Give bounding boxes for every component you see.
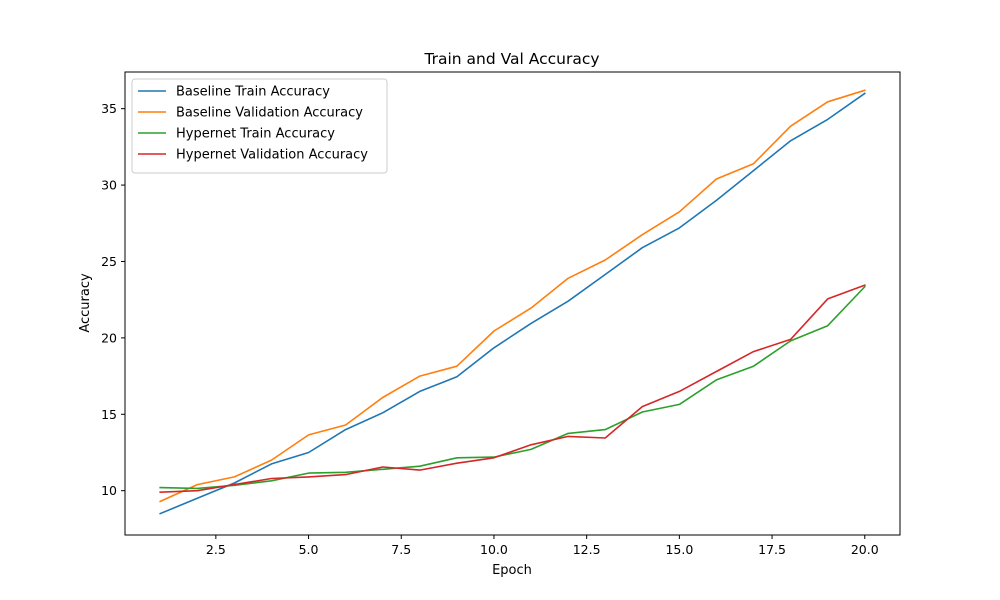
y-tick-label: 10 xyxy=(101,483,117,498)
series-line-1 xyxy=(159,92,866,515)
series-line-4 xyxy=(159,284,866,494)
y-tick-label: 30 xyxy=(101,178,117,193)
x-axis-ticks: 2.5 5.0 7.5 10.0 12.5 15.0 17.5 20.0 xyxy=(206,535,879,557)
x-tick-label: 2.5 xyxy=(206,542,226,557)
y-tick-label: 25 xyxy=(101,254,117,269)
y-tick-label: 15 xyxy=(101,407,117,422)
legend-label-1: Baseline Train Accuracy xyxy=(176,85,330,100)
chart-title: Train and Val Accuracy xyxy=(423,50,599,68)
legend: Baseline Train Accuracy Baseline Validati… xyxy=(131,78,388,174)
legend-box xyxy=(131,78,388,174)
x-tick-label: 12.5 xyxy=(573,542,601,557)
series-line-3 xyxy=(159,285,866,490)
legend-label-4: Hypernet Validation Accuracy xyxy=(176,148,368,163)
x-axis-label: Epoch xyxy=(492,563,532,578)
legend-label-2: Baseline Validation Accuracy xyxy=(176,106,363,121)
x-tick-label: 10.0 xyxy=(480,542,508,557)
y-axis-label: Accuracy xyxy=(78,273,93,333)
x-tick-label: 7.5 xyxy=(391,542,411,557)
x-tick-label: 20.0 xyxy=(851,542,879,557)
y-tick-label: 35 xyxy=(101,101,117,116)
y-axis-ticks: 10 15 20 25 30 35 xyxy=(101,101,125,498)
x-tick-label: 5.0 xyxy=(299,542,319,557)
y-tick-label: 20 xyxy=(101,330,117,345)
x-tick-label: 17.5 xyxy=(758,542,786,557)
plot-frame xyxy=(124,71,901,536)
series-layer xyxy=(159,89,866,515)
series-line-2 xyxy=(159,89,866,503)
x-tick-label: 15.0 xyxy=(665,542,693,557)
legend-label-3: Hypernet Train Accuracy xyxy=(176,127,335,142)
